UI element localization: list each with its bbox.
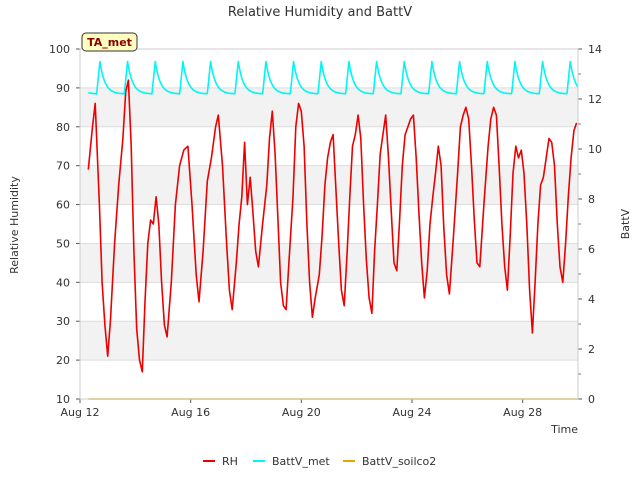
legend-label: RH [222,455,238,468]
x-tick-label: Aug 20 [282,406,321,419]
x-tick-label: Aug 12 [61,406,100,419]
y-axis-ticks: 10 20 30 40 50 60 70 80 90 100 [49,43,80,406]
legend-label: BattV_met [272,455,330,468]
y2-tick-label: 12 [588,93,602,106]
y-tick-label: 20 [56,354,70,367]
y2-tick-label: 14 [588,43,602,56]
x-tick-label: Aug 24 [393,406,432,419]
y2-axis-ticks: 0 2 4 6 8 10 12 14 [578,43,602,406]
grid-band [80,321,578,361]
x-axis-label: Time [550,423,578,436]
y-tick-label: 90 [56,82,70,95]
y-tick-label: 50 [56,237,70,250]
y2-tick-label: 2 [588,343,595,356]
y2-tick-label: 4 [588,293,595,306]
y-tick-label: 30 [56,315,70,328]
y-tick-label: 100 [49,43,70,56]
x-tick-label: Aug 28 [503,406,542,419]
y-tick-label: 60 [56,199,70,212]
station-badge-box [81,32,138,52]
y-axis-label: Relative Humidity [8,176,21,274]
y2-tick-label: 6 [588,243,595,256]
y2-tick-label: 8 [588,193,595,206]
grid-band [80,165,578,205]
y2-tick-label: 10 [588,143,602,156]
y2-axis-label: BattV [619,208,632,239]
series-line-rh [87,79,578,373]
grid-band [80,243,578,283]
plot-frame [79,48,579,400]
grid-bands [80,87,578,400]
chart-title: Relative Humidity and BattV [228,5,412,20]
station-badge-label: TA_met [87,36,132,49]
y-tick-label: 40 [56,276,70,289]
series-line-battv-met [88,60,579,95]
y-tick-label: 70 [56,160,70,173]
legend: RH BattV_met BattV_soilco2 [203,455,436,468]
legend-label: BattV_soilco2 [362,455,436,468]
station-badge: TA_met [81,32,138,52]
y-tick-label: 10 [56,393,70,406]
x-axis-ticks: Aug 12 Aug 16 Aug 20 Aug 24 Aug 28 [61,399,542,419]
y-tick-label: 80 [56,121,70,134]
x-tick-label: Aug 16 [171,406,210,419]
grid-band [80,87,578,127]
y2-tick-label: 0 [588,393,595,406]
